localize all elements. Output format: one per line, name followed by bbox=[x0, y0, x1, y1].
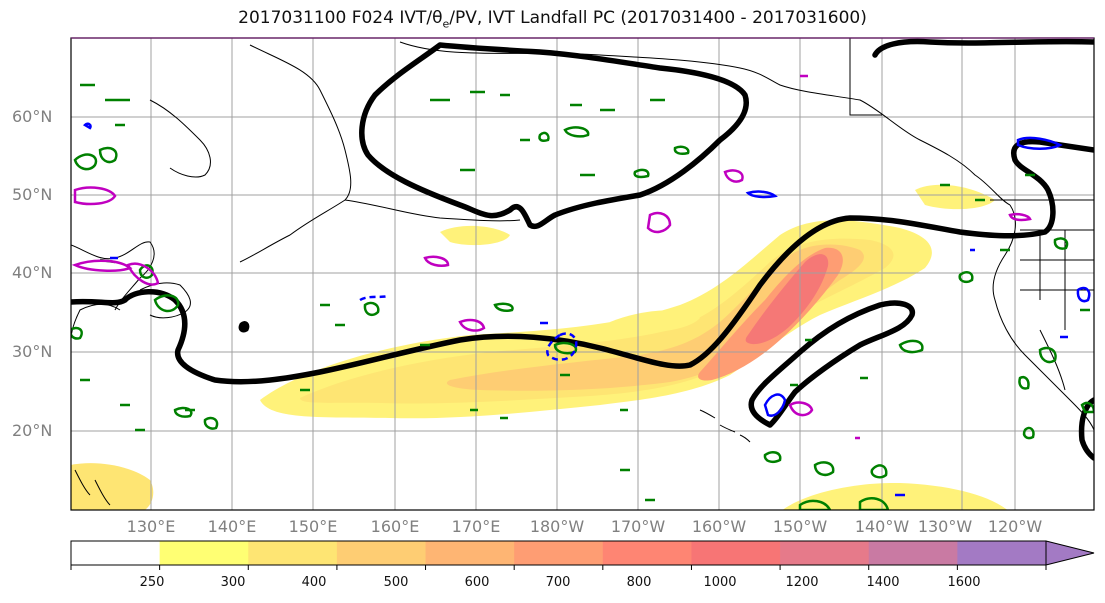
lat-label-50n: 50°N bbox=[12, 185, 53, 204]
colorbar-label-400: 400 bbox=[301, 575, 327, 590]
pc-contour-small-blob bbox=[238, 321, 250, 333]
coast-hawaii bbox=[699, 409, 751, 443]
coast-north-america bbox=[992, 204, 1094, 431]
lon-label-140e: 140°E bbox=[207, 517, 257, 536]
lon-label-170e: 170°E bbox=[451, 517, 501, 536]
lat-label-40n: 40°N bbox=[12, 263, 53, 282]
ivt-patch-north-pacific bbox=[440, 225, 510, 246]
colorbar-label-1200: 1200 bbox=[785, 575, 819, 590]
coast-aleutians bbox=[344, 199, 521, 222]
colorbar-label-800: 800 bbox=[626, 575, 652, 590]
lat-label-60n: 60°N bbox=[12, 107, 53, 126]
map-title: 2017031100 F024 IVT/θe/PV, IVT Landfall … bbox=[238, 8, 867, 31]
colorbar-label-1400: 1400 bbox=[866, 575, 900, 590]
lon-label-160e: 160°E bbox=[370, 517, 420, 536]
ivt-plume-300 bbox=[300, 238, 894, 404]
colorbar-label-300: 300 bbox=[220, 575, 246, 590]
colorbar-label-250: 250 bbox=[139, 575, 165, 590]
ivt-plume-core bbox=[745, 254, 829, 345]
lon-label-150e: 150°E bbox=[288, 517, 338, 536]
pv-negative-contours bbox=[82, 122, 1091, 497]
lon-label-140w: 140°W bbox=[854, 517, 910, 536]
ivt-patch-southwest bbox=[71, 463, 154, 510]
lon-label-150w: 150°W bbox=[772, 517, 828, 536]
ivt-landfall-pc-contour bbox=[71, 38, 1094, 461]
lon-label-170w: 170°W bbox=[610, 517, 666, 536]
pc-contour-south-loop bbox=[748, 300, 916, 428]
theta-e-contours bbox=[71, 74, 1032, 440]
coast-philippines bbox=[74, 469, 111, 506]
lon-label-120w: 120°W bbox=[987, 517, 1043, 536]
lat-label-30n: 30°N bbox=[12, 342, 53, 361]
map-background bbox=[71, 38, 1094, 510]
colorbar-label-600: 600 bbox=[464, 575, 490, 590]
pc-contour-north-loop bbox=[359, 42, 749, 229]
pc-contour-main bbox=[71, 138, 1094, 385]
border-alaska bbox=[849, 38, 882, 116]
pv-positive-contours bbox=[71, 83, 1094, 510]
pc-contour-east-edge bbox=[1078, 397, 1094, 461]
lon-label-160w: 160°W bbox=[691, 517, 747, 536]
lon-label-180w: 180°W bbox=[529, 517, 585, 536]
lat-label-20n: 20°N bbox=[12, 421, 53, 440]
ivt-patch-south bbox=[782, 482, 1008, 510]
colorbar-label-1000: 1000 bbox=[703, 575, 737, 590]
coast-sea-okhotsk bbox=[149, 99, 211, 178]
colorbar-label-700: 700 bbox=[545, 575, 571, 590]
colorbar-label-500: 500 bbox=[383, 575, 409, 590]
lon-label-130w: 130°W bbox=[917, 517, 973, 536]
pc-contour-northeast bbox=[872, 38, 1094, 58]
coast-kamchatka bbox=[239, 44, 352, 263]
pv-negative-dashed bbox=[546, 332, 578, 361]
lon-label-130e: 130°E bbox=[126, 517, 176, 536]
gridlines bbox=[71, 38, 1094, 510]
ivt-patch-gulf-alaska bbox=[915, 184, 995, 210]
ivt-patch-central bbox=[610, 310, 700, 333]
state-borders bbox=[1020, 229, 1094, 330]
colorbar-label-1600: 1600 bbox=[947, 575, 981, 590]
